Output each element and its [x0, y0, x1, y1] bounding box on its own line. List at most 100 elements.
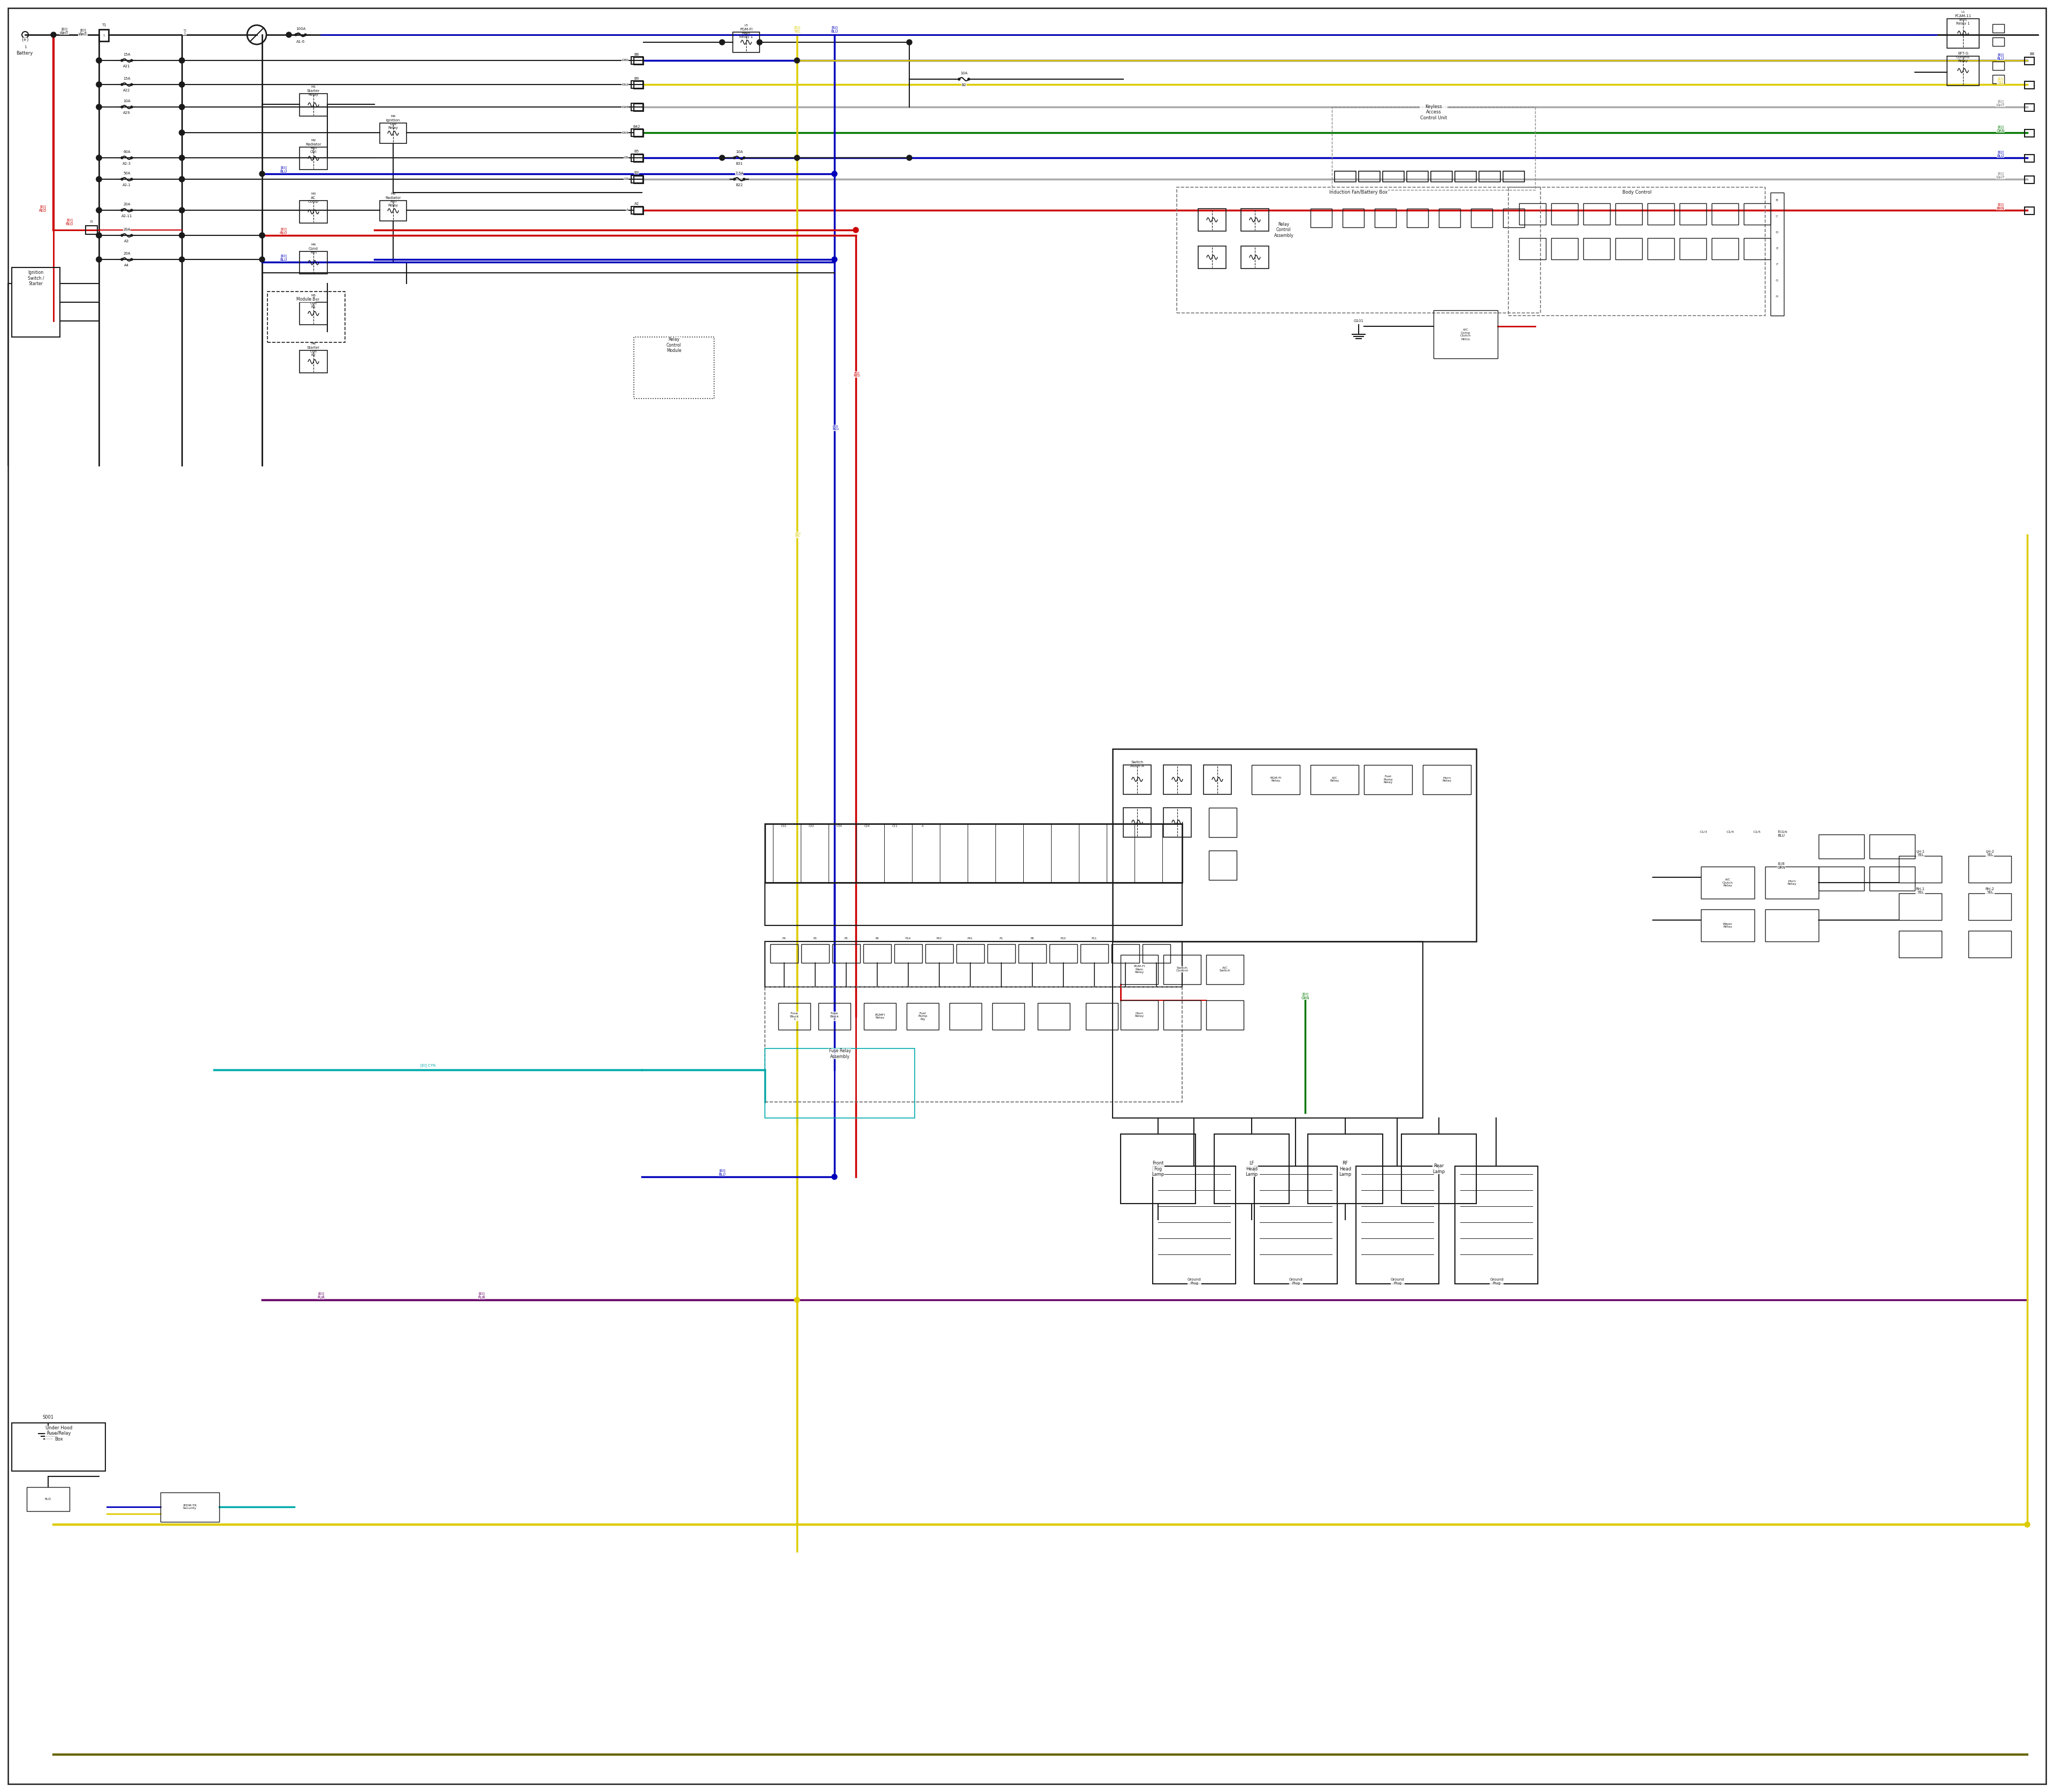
- Circle shape: [97, 156, 101, 161]
- Bar: [1356, 1167, 1440, 1283]
- Bar: [1504, 208, 1524, 228]
- Bar: [1992, 23, 2005, 32]
- Bar: [1701, 909, 1754, 941]
- Text: Ground
Plug: Ground Plug: [1187, 1278, 1202, 1285]
- Text: [EI]
GRN: [EI] GRN: [1300, 993, 1308, 1000]
- Bar: [957, 944, 984, 962]
- Bar: [1197, 246, 1226, 269]
- Bar: [1968, 930, 2011, 957]
- Circle shape: [259, 256, 265, 262]
- Text: 60A: 60A: [123, 151, 131, 154]
- Text: Radiator
Fan
Ctrl: Radiator Fan Ctrl: [306, 143, 320, 154]
- Text: M4: M4: [390, 115, 396, 118]
- Bar: [863, 944, 891, 962]
- Text: D5: D5: [624, 156, 629, 159]
- Circle shape: [259, 233, 265, 238]
- Bar: [1898, 857, 1941, 883]
- Circle shape: [97, 233, 101, 238]
- Circle shape: [179, 57, 185, 63]
- Bar: [160, 1493, 220, 1521]
- Bar: [1241, 208, 1269, 231]
- Bar: [1968, 857, 2011, 883]
- Text: AC
Comp: AC Comp: [308, 197, 318, 202]
- Text: PGM-FI
Relay: PGM-FI Relay: [1269, 776, 1282, 783]
- Bar: [300, 201, 327, 222]
- Bar: [764, 1048, 914, 1118]
- Text: G101: G101: [1354, 319, 1364, 323]
- Bar: [1163, 1000, 1202, 1030]
- Bar: [380, 124, 407, 143]
- Bar: [906, 1004, 939, 1030]
- Circle shape: [852, 228, 859, 233]
- Circle shape: [179, 82, 185, 88]
- Bar: [1520, 238, 1547, 260]
- Bar: [926, 944, 953, 962]
- Bar: [2025, 208, 2033, 215]
- Text: C11: C11: [891, 824, 898, 828]
- Circle shape: [121, 258, 123, 260]
- Text: M3: M3: [310, 192, 316, 195]
- Circle shape: [795, 57, 799, 63]
- Bar: [1711, 202, 1738, 224]
- Text: 50A: 50A: [123, 172, 129, 176]
- Text: A: A: [626, 210, 629, 211]
- Bar: [1992, 75, 2005, 84]
- Text: Wiper
Relay: Wiper Relay: [1723, 923, 1734, 928]
- Bar: [1744, 238, 1771, 260]
- Bar: [635, 208, 643, 215]
- Bar: [832, 944, 861, 962]
- Text: Horn
Relay: Horn Relay: [1787, 880, 1797, 885]
- Text: RH-2
YEL: RH-2 YEL: [1986, 887, 1994, 894]
- Text: Fuse
Block
2: Fuse Block 2: [830, 1012, 838, 1021]
- Text: Ignition
Switch /
Starter: Ignition Switch / Starter: [27, 271, 43, 287]
- Circle shape: [733, 156, 735, 159]
- Circle shape: [97, 156, 101, 161]
- Text: RF
Head
Lamp: RF Head Lamp: [1339, 1161, 1352, 1177]
- Text: A/C
Switch: A/C Switch: [1220, 966, 1230, 973]
- Bar: [631, 176, 643, 183]
- Text: B42: B42: [633, 125, 641, 129]
- Circle shape: [131, 156, 134, 159]
- Bar: [1019, 944, 1045, 962]
- Text: G: G: [1775, 280, 1779, 281]
- Bar: [99, 29, 109, 41]
- Circle shape: [121, 235, 123, 237]
- Text: S001: S001: [43, 1416, 53, 1419]
- Bar: [300, 251, 327, 274]
- Bar: [1407, 208, 1428, 228]
- Text: [EI]
RED: [EI] RED: [279, 228, 288, 235]
- Text: 20A: 20A: [123, 253, 129, 254]
- Text: C1/5: C1/5: [1754, 830, 1760, 833]
- Bar: [1647, 202, 1674, 224]
- Bar: [1121, 1000, 1158, 1030]
- Text: P1: P1: [1000, 937, 1002, 941]
- Text: 10A: 10A: [123, 100, 131, 102]
- Text: 20A: 20A: [123, 202, 129, 206]
- Text: PGM-FI
Main
Relay: PGM-FI Main Relay: [1134, 964, 1146, 973]
- Bar: [631, 129, 643, 136]
- Text: LF
Head
Lamp: LF Head Lamp: [1245, 1161, 1257, 1177]
- Circle shape: [131, 235, 134, 237]
- Bar: [764, 883, 1183, 925]
- Circle shape: [121, 177, 123, 181]
- Text: B2: B2: [961, 84, 965, 86]
- Bar: [1520, 202, 1547, 224]
- Text: C34: C34: [836, 824, 842, 828]
- Text: E: E: [1777, 247, 1779, 251]
- Bar: [1214, 1134, 1290, 1204]
- Text: M5: M5: [310, 294, 316, 297]
- Bar: [1087, 1004, 1117, 1030]
- Text: [EJ]
RED: [EJ] RED: [39, 204, 47, 211]
- Bar: [1124, 765, 1150, 794]
- Bar: [817, 1004, 850, 1030]
- Bar: [2025, 104, 2033, 111]
- Circle shape: [832, 1174, 838, 1179]
- Text: ELD: ELD: [45, 1498, 51, 1500]
- Circle shape: [259, 172, 265, 177]
- Text: [EJ]
BLU: [EJ] BLU: [832, 425, 838, 430]
- Text: [EI]
PUR: [EI] PUR: [479, 1292, 485, 1299]
- Text: IE/8
BLU: IE/8 BLU: [1777, 830, 1785, 837]
- Text: C1/3: C1/3: [1701, 830, 1707, 833]
- Circle shape: [97, 82, 101, 88]
- Text: D12: D12: [622, 82, 629, 86]
